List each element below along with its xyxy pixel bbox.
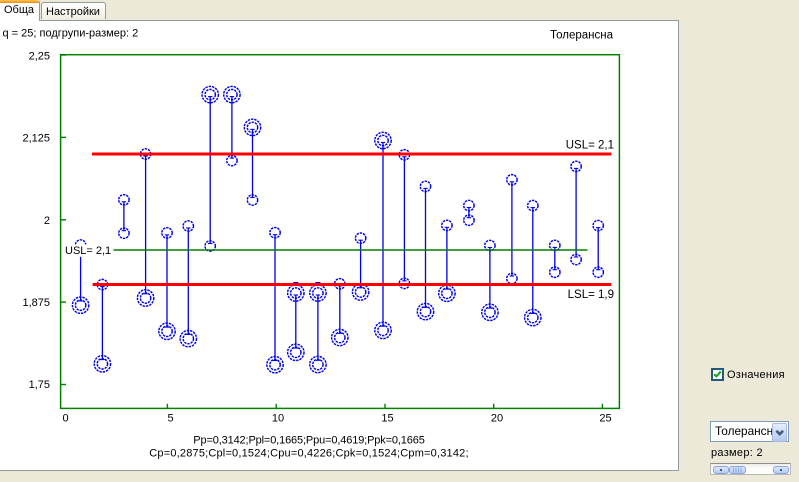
- svg-text:15: 15: [381, 412, 393, 424]
- svg-text:USL= 2,1: USL= 2,1: [65, 245, 111, 257]
- svg-text:10: 10: [272, 412, 284, 424]
- svg-text:2: 2: [44, 215, 50, 227]
- svg-text:25: 25: [599, 412, 611, 424]
- svg-text:q = 25; подгрупи-размер: 2: q = 25; подгрупи-размер: 2: [3, 27, 139, 39]
- svg-text:2,125: 2,125: [22, 132, 50, 144]
- svg-text:Pp=0,3142;Ppl=0,1665;Ppu=0,461: Pp=0,3142;Ppl=0,1665;Ppu=0,4619;Ppk=0,16…: [193, 435, 424, 447]
- svg-text:2,25: 2,25: [29, 51, 50, 63]
- svg-text:LSL= 1,9: LSL= 1,9: [568, 289, 614, 301]
- svg-text:1,75: 1,75: [29, 379, 50, 391]
- svg-text:1,875: 1,875: [22, 297, 50, 309]
- svg-text:USL= 2,1: USL= 2,1: [566, 139, 614, 151]
- svg-text:Толерансна: Толерансна: [550, 29, 614, 41]
- svg-text:5: 5: [167, 412, 173, 424]
- svg-text:Cp=0,2875;Cpl=0,1524;Cpu=0,422: Cp=0,2875;Cpl=0,1524;Cpu=0,4226;Cpk=0,15…: [149, 448, 468, 460]
- svg-text:0: 0: [62, 412, 68, 424]
- svg-text:20: 20: [491, 412, 503, 424]
